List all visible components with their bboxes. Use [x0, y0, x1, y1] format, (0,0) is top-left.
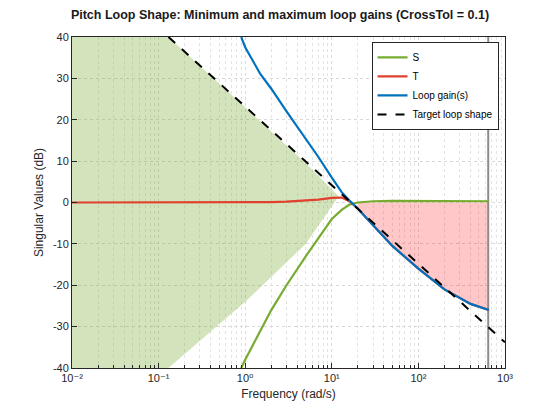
svg-text:10³: 10³: [497, 372, 513, 384]
svg-text:10⁻¹: 10⁻¹: [148, 372, 170, 384]
svg-text:Pitch Loop Shape: Minimum and: Pitch Loop Shape: Minimum and maximum lo…: [71, 8, 489, 22]
svg-text:-30: -30: [53, 320, 69, 332]
svg-text:-40: -40: [53, 362, 69, 374]
svg-text:Loop gain(s): Loop gain(s): [413, 90, 469, 101]
svg-text:-10: -10: [53, 238, 69, 250]
svg-text:40: 40: [57, 31, 69, 43]
svg-text:10¹: 10¹: [324, 372, 340, 384]
svg-text:S: S: [413, 52, 420, 63]
svg-text:20: 20: [57, 114, 69, 126]
svg-text:-20: -20: [53, 279, 69, 291]
svg-text:Target loop shape: Target loop shape: [413, 109, 493, 120]
svg-text:0: 0: [63, 196, 69, 208]
svg-text:Frequency (rad/s): Frequency (rad/s): [241, 387, 336, 401]
svg-text:10: 10: [57, 155, 69, 167]
svg-text:T: T: [413, 71, 419, 82]
svg-text:Singular Values (dB): Singular Values (dB): [32, 148, 46, 257]
svg-text:10⁰: 10⁰: [237, 372, 254, 384]
svg-text:30: 30: [57, 72, 69, 84]
svg-text:10⁻²: 10⁻²: [61, 372, 83, 384]
svg-text:10²: 10²: [410, 372, 426, 384]
